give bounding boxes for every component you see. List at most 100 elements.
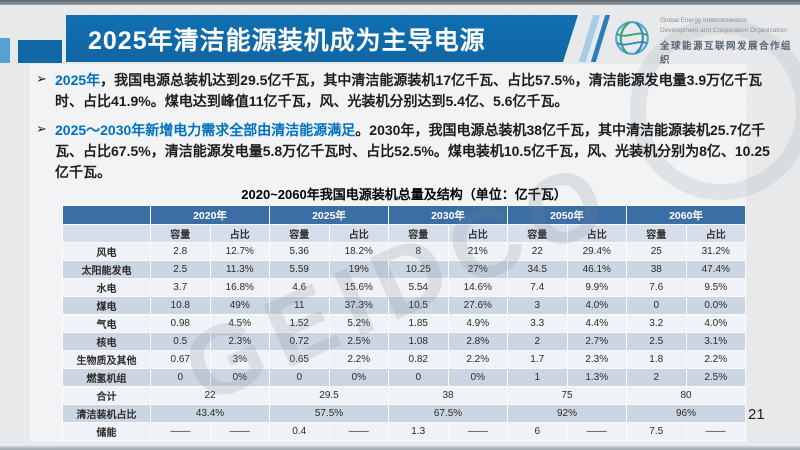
table-header-row: 2020年 2025年 2030年 2050年 2060年 [62, 205, 746, 225]
value-cell: 0.98 [150, 314, 211, 333]
value-cell: 11.3% [209, 260, 270, 279]
row-label-cell: 燃氢机组 [62, 368, 151, 387]
table-row: 气电 0.98 4.5% 1.52 5.2% 1.85 4.9% 3.3 4.4% 3.2 4.0% [62, 314, 746, 333]
value-cell: 25 [626, 242, 687, 261]
value-cell: 2.8% [447, 332, 508, 351]
value-cell: 4.6 [269, 278, 330, 297]
organization-name-zh: 全球能源互联网发展合作组织 [660, 40, 793, 66]
value-cell: 1.8 [626, 350, 687, 369]
year-header-cell: 2025年 [269, 205, 389, 225]
value-cell: 3.1% [685, 332, 746, 351]
organization-logo: Global Energy Interconnection Developmen… [612, 16, 800, 66]
value-cell: 0% [447, 368, 508, 387]
value-cell: —— [328, 422, 389, 441]
value-cell: 2.8 [150, 242, 211, 261]
value-cell: 2.5 [626, 332, 687, 351]
value-cell: 57.5% [269, 404, 389, 423]
value-cell: 2.3% [566, 350, 627, 369]
value-cell: 2.2% [447, 350, 508, 369]
row-label-cell: 气电 [62, 314, 151, 333]
value-cell: 27.6% [447, 296, 508, 315]
value-cell: 0% [209, 368, 270, 387]
value-cell: 2 [626, 368, 687, 387]
value-cell: 5.59 [269, 260, 330, 279]
value-cell: 1.85 [388, 314, 449, 333]
capacity-table: 2020年 2025年 2030年 2050年 2060年 容量 占比 容量 占比 容量 占比 容量占… [62, 205, 746, 441]
bullet-body: 。2030年，我国电源总装机38亿千瓦，其中清洁能源装机25.7亿千瓦、占比67… [55, 121, 770, 181]
value-cell: 4.0% [566, 296, 627, 315]
banner-accent-square [18, 40, 62, 63]
value-cell: 2.7% [566, 332, 627, 351]
subheader-cell: 容量 [388, 224, 449, 243]
row-label-cell: 合计 [62, 386, 151, 405]
value-cell: 4.9% [447, 314, 508, 333]
value-cell: 4.4% [566, 314, 627, 333]
value-cell: 1.3% [566, 368, 627, 387]
value-cell: 1.3 [388, 422, 449, 441]
value-cell: 3.3 [507, 314, 568, 333]
value-cell: 0.67 [150, 350, 211, 369]
value-cell: —— [150, 422, 211, 441]
table-row: 水电 3.7 16.8% 4.6 15.6% 5.54 14.6% 7.4 9.9% 7.6 9.5… [62, 278, 746, 297]
value-cell: 1.7 [507, 350, 568, 369]
subheader-cell: 容量 [507, 224, 568, 243]
value-cell: 1.52 [269, 314, 330, 333]
value-cell: 10.8 [150, 296, 211, 315]
value-cell: 67.5% [388, 404, 508, 423]
value-cell: 43.4% [150, 404, 270, 423]
value-cell: 96% [626, 404, 746, 423]
bullet-body: ，我国电源总装机达到29.5亿千瓦，其中清洁能源装机17亿千瓦、占比57.5%，… [55, 72, 763, 110]
row-label-cell: 核电 [62, 332, 151, 351]
value-cell: 0.65 [269, 350, 330, 369]
value-cell: 10.5 [388, 296, 449, 315]
value-cell: 10.25 [388, 260, 449, 279]
value-cell: 80 [626, 386, 746, 405]
value-cell: 38 [388, 386, 508, 405]
subheader-cell: 容量 [269, 224, 330, 243]
value-cell: 0.72 [269, 332, 330, 351]
subheader-cell: 占比 [328, 224, 389, 243]
organization-name: Global Energy Interconnection Developmen… [660, 16, 800, 66]
table-summary-row: 清洁装机占比 43.4% 57.5% 67.5% 92% 96% [62, 404, 746, 423]
value-cell: 31.2% [685, 242, 746, 261]
value-cell: 5.36 [269, 242, 330, 261]
value-cell: 0 [388, 368, 449, 387]
table-storage-row: 储能 —— —— 0.4 —— 1.3 —— 6 —— 7.5 —— [62, 422, 746, 441]
value-cell: 27% [447, 260, 508, 279]
row-label-cell: 风电 [62, 242, 151, 261]
value-cell: 12.7% [209, 242, 270, 261]
value-cell: 9.5% [685, 278, 746, 297]
value-cell: 29.5 [269, 386, 389, 405]
table-row: 风电 2.8 12.7% 5.36 18.2% 8 21% 22 29.4% 25 31.2% [62, 242, 746, 261]
value-cell: 0.0% [685, 296, 746, 315]
bottom-edge-decoration [0, 446, 800, 450]
subheader-cell: 容量 [626, 224, 687, 243]
subheader-cell: 占比 [685, 224, 746, 243]
row-label-cell: 生物质及其他 [62, 350, 151, 369]
value-cell: 37.3% [328, 296, 389, 315]
value-cell: 4.0% [685, 314, 746, 333]
value-cell: 0 [626, 296, 687, 315]
table-subheader-row: 容量 占比 容量 占比 容量 占比 容量 占比 容量 占比 [62, 224, 746, 243]
table-row: 生物质及其他 0.67 3% 0.65 2.2% 0.82 2.2% 1.7 2.3% 1.8 2.… [62, 350, 746, 369]
value-cell: 2.5 [150, 260, 211, 279]
value-cell: 11 [269, 296, 330, 315]
bullet-list: ➢ 2025年，我国电源总装机达到29.5亿千瓦，其中清洁能源装机17亿千瓦、占… [36, 70, 772, 190]
value-cell: 7.5 [626, 422, 687, 441]
value-cell: 3.7 [150, 278, 211, 297]
subheader-cell: 占比 [566, 224, 627, 243]
value-cell: 14.6% [447, 278, 508, 297]
table-row: 煤电 10.8 49% 11 37.3% 10.5 27.6% 3 4.0% 0 0.0% [62, 296, 746, 315]
slide-title-bar: 2025年清洁能源装机成为主导电源 [66, 15, 578, 62]
value-cell: —— [447, 422, 508, 441]
row-label-cell: 太阳能发电 [62, 260, 151, 279]
row-label-cell: 储能 [62, 422, 151, 441]
bullet-item-2025-2030: ➢ 2025～2030年新增电力需求全部由清洁能源满足。2030年，我国电源总装… [36, 120, 772, 184]
table-row: 燃氢机组 0 0% 0 0% 0 0% 1 1.3% 2 2.5% [62, 368, 746, 387]
row-label-cell: 水电 [62, 278, 151, 297]
value-cell: 2 [507, 332, 568, 351]
subheader-cell: 占比 [447, 224, 508, 243]
value-cell: 8 [388, 242, 449, 261]
value-cell: —— [209, 422, 270, 441]
organization-name-en-line1: Global Energy Interconnection [660, 17, 748, 24]
